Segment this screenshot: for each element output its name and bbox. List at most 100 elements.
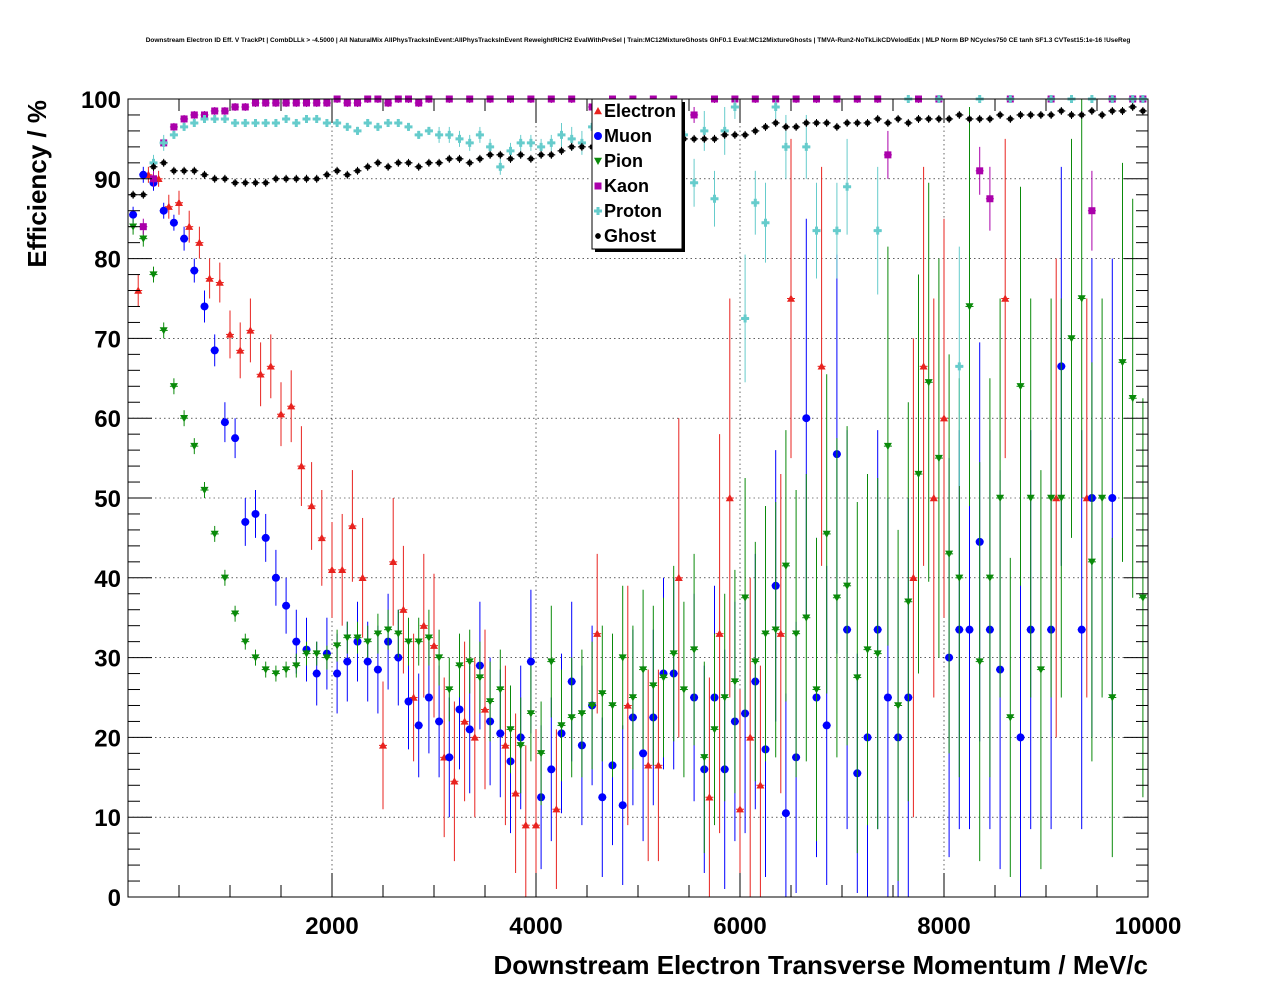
data-point-pion [618,585,627,730]
data-point-pion [792,490,801,778]
marker [226,330,234,338]
marker [746,733,755,741]
marker [639,666,648,674]
marker [935,115,942,122]
data-point-electron [358,517,367,638]
y-tick-label: 50 [94,486,121,513]
data-point-ghost [414,162,423,171]
marker [1052,494,1061,502]
marker [180,415,189,423]
marker [455,134,464,143]
legend-marker-pion [594,157,602,165]
data-point-pion [1006,557,1015,878]
data-point-pion [251,649,260,666]
marker [364,163,371,170]
marker [884,119,891,126]
marker [1129,103,1136,110]
data-point-pion [730,569,739,794]
data-point-electron [929,298,938,698]
data-point-pion [985,378,994,778]
marker [710,194,719,203]
data-point-proton [302,114,311,123]
data-point-pion [190,438,199,455]
data-point-ghost [1047,110,1056,119]
data-point-pion [180,410,189,427]
marker [929,494,938,502]
marker [232,179,239,186]
marker [277,410,285,418]
data-point-ghost [1118,106,1127,115]
marker [822,721,831,730]
data-point-pion [853,501,862,854]
data-point-ghost [710,134,719,143]
marker [548,151,555,158]
data-point-pion [771,501,780,758]
data-point-ghost [914,114,923,123]
data-point-muon [414,673,423,778]
data-point-ghost [343,170,352,179]
y-tick-label: 40 [94,566,121,593]
marker [261,533,270,542]
data-point-kaon [312,99,321,107]
marker [1108,494,1117,502]
data-point-pion [1026,298,1035,698]
data-point-pion [271,665,280,682]
marker [1099,111,1106,118]
marker [283,175,290,182]
marker [598,690,607,698]
data-point-ghost [883,118,892,127]
chart-title: Downstream Electron ID Eff. V TrackPt | … [146,37,1131,44]
data-point-ghost [1067,110,1076,119]
marker [272,99,280,107]
marker [895,115,902,122]
marker [344,171,351,178]
data-point-pion [435,629,444,686]
data-point-ghost [475,154,484,163]
data-point-ghost [455,154,464,163]
marker [782,123,789,130]
marker [159,138,168,147]
data-point-pion [832,438,841,758]
data-point-electron [705,677,714,897]
y-tick-label: 100 [81,87,121,114]
marker [169,218,178,227]
data-point-kaon [302,99,311,107]
data-point-proton [343,122,352,131]
data-point-electron [195,226,204,259]
marker [389,557,398,566]
marker [1088,207,1096,215]
marker [985,574,994,582]
marker [292,118,301,127]
data-point-kaon [690,106,699,123]
data-point-pion [526,665,535,762]
marker [169,383,178,391]
marker [415,163,422,170]
marker [925,115,932,122]
marker [547,658,556,666]
data-point-ghost [557,146,566,155]
marker [506,146,515,155]
data-point-pion [1047,298,1056,698]
marker [353,634,362,642]
data-point-proton [159,134,168,151]
data-point-pion [975,462,984,862]
marker [853,674,862,682]
marker [297,462,306,470]
data-point-electron [787,138,795,459]
data-point-proton [730,99,739,119]
marker [832,226,841,235]
data-point-pion [679,601,688,778]
marker [394,630,403,638]
marker [700,754,709,762]
data-point-electron [287,370,296,443]
marker [242,179,249,186]
marker [445,686,454,694]
data-point-kaon [139,218,148,235]
marker [1047,494,1056,502]
marker [317,533,326,542]
data-point-pion [475,641,484,714]
data-point-pion [761,505,770,762]
data-point-ghost [506,154,515,163]
data-point-pion [241,633,250,650]
